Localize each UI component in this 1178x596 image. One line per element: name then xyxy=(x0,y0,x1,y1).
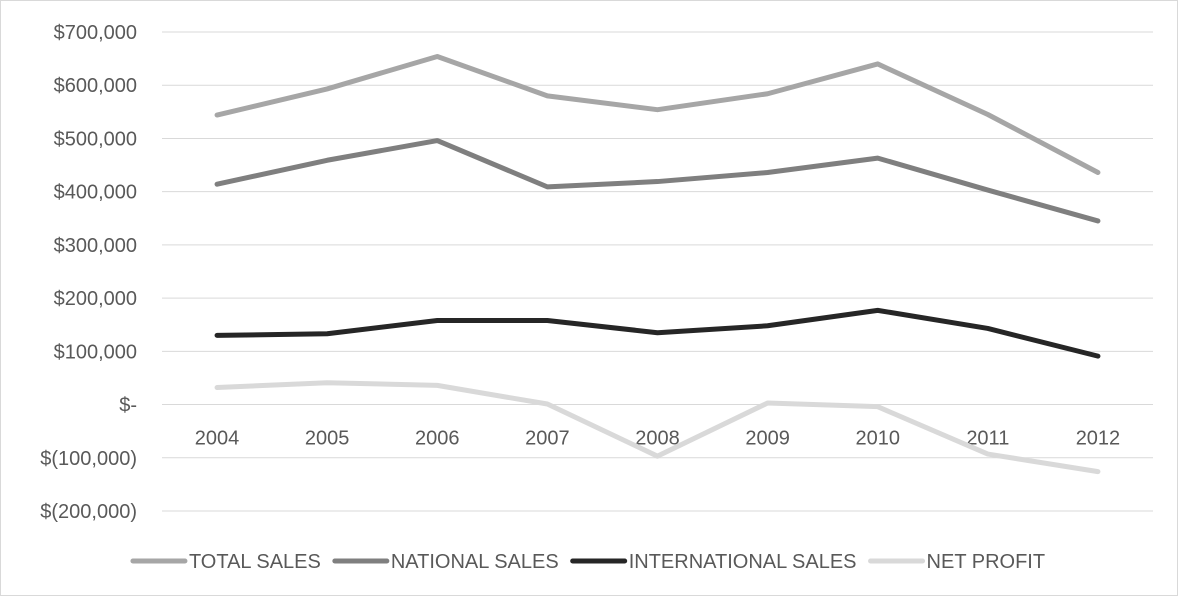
data-point xyxy=(216,387,218,389)
y-tick-label: $100,000 xyxy=(54,341,137,363)
data-point xyxy=(436,319,438,321)
data-point xyxy=(436,140,438,142)
legend-label: INTERNATIONAL SALES xyxy=(629,551,857,573)
data-point xyxy=(436,384,438,386)
data-point xyxy=(767,93,769,95)
x-tick-label: 2011 xyxy=(966,428,1009,450)
data-point xyxy=(657,332,658,334)
legend-item: INTERNATIONAL SALES xyxy=(570,551,857,573)
data-point xyxy=(546,403,548,405)
x-tick-label: 2010 xyxy=(855,428,900,450)
data-point xyxy=(1097,471,1099,473)
data-point xyxy=(767,172,769,174)
data-point xyxy=(546,95,548,97)
y-tick-label: $700,000 xyxy=(54,22,137,44)
data-point xyxy=(877,157,879,159)
data-point xyxy=(1097,220,1099,222)
y-tick-label: $300,000 xyxy=(54,235,137,257)
series-line-national-sales xyxy=(214,138,1101,224)
y-tick-label: $(100,000) xyxy=(40,448,137,470)
data-point xyxy=(657,455,658,457)
legend-item: TOTAL SALES xyxy=(130,551,321,573)
data-point xyxy=(987,453,989,455)
x-tick-label: 2012 xyxy=(1076,428,1121,450)
data-point xyxy=(877,406,879,408)
data-point xyxy=(657,181,658,183)
legend-label: NET PROFIT xyxy=(927,551,1046,573)
x-tick-label: 2009 xyxy=(745,428,790,450)
data-point xyxy=(877,309,879,311)
series-lines xyxy=(214,53,1101,475)
data-point xyxy=(767,325,769,327)
x-tick-label: 2004 xyxy=(195,428,240,450)
legend-item: NATIONAL SALES xyxy=(332,551,559,573)
y-axis-labels: $700,000 $600,000 $500,000 $400,000 $300,000… xyxy=(40,22,137,523)
y-tick-label: $200,000 xyxy=(54,288,137,310)
legend-item: NET PROFIT xyxy=(868,551,1046,573)
y-tick-label: $(200,000) xyxy=(40,501,137,523)
data-point xyxy=(216,183,218,185)
data-point xyxy=(657,109,658,111)
x-tick-label: 2006 xyxy=(415,428,460,450)
data-point xyxy=(436,55,438,57)
y-tick-label: $500,000 xyxy=(54,128,137,150)
data-point xyxy=(326,382,328,384)
data-point xyxy=(546,319,548,321)
y-tick-label: $600,000 xyxy=(54,75,137,97)
x-tick-label: 2005 xyxy=(305,428,350,450)
data-point xyxy=(767,402,769,404)
y-tick-label: $- xyxy=(119,395,137,417)
data-point xyxy=(326,333,328,335)
data-point xyxy=(987,327,989,329)
data-point xyxy=(326,88,328,90)
legend: TOTAL SALES NATIONAL SALES INTERNATIONAL S… xyxy=(130,551,1046,573)
data-point xyxy=(546,186,548,188)
data-point xyxy=(1097,172,1099,174)
data-point xyxy=(1097,355,1099,357)
data-point xyxy=(987,113,989,115)
legend-label: TOTAL SALES xyxy=(189,551,321,573)
data-point xyxy=(216,334,218,336)
data-point xyxy=(877,63,879,65)
x-tick-label: 2007 xyxy=(525,428,570,450)
x-tick-label: 2008 xyxy=(635,428,680,450)
data-point xyxy=(216,114,218,116)
legend-label: NATIONAL SALES xyxy=(391,551,559,573)
x-axis-labels: 2004 2005 2006 2007 2008 2009 2010 2011 2012 xyxy=(195,428,1120,450)
series-line-international-sales xyxy=(214,307,1101,359)
y-tick-label: $400,000 xyxy=(54,182,137,204)
data-point xyxy=(987,189,989,191)
data-point xyxy=(326,159,328,161)
